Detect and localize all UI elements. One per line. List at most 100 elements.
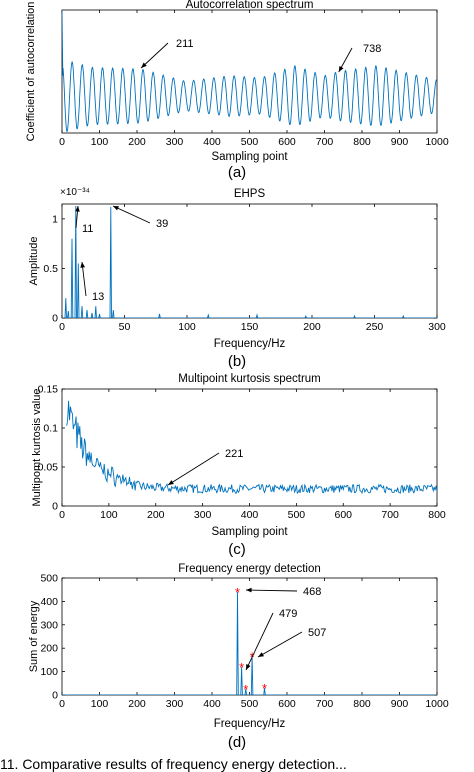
chart-panel-c: 0 100 200 300 400 500 600 700 80000.050.10.15Mul… (31, 373, 446, 538)
chart-panel-d: 0 100 200 300 400 500 600 700 800 900 1000 0 100 200 3… (28, 563, 449, 730)
annotation-arrow (245, 589, 298, 592)
x-tick-label: 600 (278, 698, 296, 710)
annotation-label: 211 (176, 38, 194, 50)
annotation-label: 13 (92, 291, 104, 303)
annotation-arrow (257, 631, 303, 658)
annotation-arrowhead (75, 206, 80, 212)
x-tick-label: 300 (166, 698, 184, 710)
annotation-label: 738 (363, 43, 381, 55)
x-axis-label: Frequency/Hz (214, 338, 286, 350)
x-tick-label: 400 (241, 509, 259, 521)
x-axis-label: Sampling point (211, 151, 288, 163)
x-tick-label: 100 (178, 321, 196, 333)
annotation-arrowhead (113, 206, 119, 211)
x-tick-label: 100 (91, 698, 109, 710)
series-line (66, 400, 437, 495)
annotation-label: 468 (303, 586, 321, 598)
x-tick-label: 400 (203, 698, 221, 710)
y-axis-label: Amplitude (28, 237, 40, 286)
x-axis-label: Frequency/Hz (214, 718, 286, 730)
y-tick-label: 0.1 (43, 423, 58, 435)
caption-b: (b) (227, 353, 247, 370)
x-tick-label: 250 (366, 321, 384, 333)
x-tick-label: 300 (194, 509, 212, 521)
annotation-arrow (245, 612, 274, 671)
plot-frame (61, 388, 438, 507)
x-tick-label: 0 (59, 509, 65, 521)
annotation-label: 39 (156, 218, 168, 230)
y-tick-label: 100 (40, 666, 58, 678)
annotation-arrowhead (168, 480, 174, 485)
x-tick-label: 800 (353, 698, 371, 710)
y-tick-label: 0.5 (43, 263, 58, 275)
y-tick-label: 0.05 (38, 462, 59, 474)
x-tick-label: 0 (59, 698, 65, 710)
x-tick-label: 1000 (425, 698, 449, 710)
caption-c: (c) (228, 541, 246, 558)
series-line (62, 9, 437, 132)
annotation-arrow (167, 452, 220, 486)
y-axis-label: Coefficient of autocorrelation (25, 2, 37, 142)
chart-title: EHPS (234, 188, 266, 200)
x-tick-label: 900 (391, 698, 409, 710)
y-tick-label: 0.15 (38, 384, 59, 396)
annotation-arrowhead (338, 66, 344, 72)
series-line (62, 591, 437, 695)
y-tick-label: 500 (40, 573, 58, 585)
x-tick-label: 200 (147, 509, 165, 521)
x-tick-label: 200 (128, 136, 146, 148)
x-tick-label: 400 (203, 136, 221, 148)
annotation-label: 221 (225, 448, 243, 460)
chart-title: Autocorrelation spectrum (186, 0, 314, 11)
series-line (62, 205, 437, 318)
y-tick-label: 200 (40, 643, 58, 655)
x-tick-label: 0 (59, 136, 65, 148)
annotation-label: 479 (279, 608, 297, 620)
x-tick-label: 1000 (425, 136, 449, 148)
chart-panel-a: 0 100 200 300 400 500 600 700 800 900 1000 Autocorr… (25, 0, 449, 163)
y-tick-label: 300 (40, 619, 58, 631)
y-tick-label: 1 (52, 213, 58, 225)
y-tick-label: 0 (52, 501, 58, 513)
annotation-arrow (112, 205, 151, 224)
y-axis-label: Sum of energy (28, 600, 40, 672)
x-tick-label: 300 (166, 136, 184, 148)
annotation-arrowhead (258, 652, 264, 657)
peak-marker: * (235, 585, 240, 600)
chart-panel-b: 0 50 100 150 200 250 300 0 0.5 1 EHPS Frequency/Hz A… (28, 187, 446, 350)
x-tick-label: 0 (59, 321, 65, 333)
y-tick-label: 400 (40, 596, 58, 608)
x-tick-label: 700 (316, 698, 334, 710)
plot-frame (61, 203, 438, 319)
x-tick-label: 150 (241, 321, 259, 333)
y-tick-label: 0 (52, 313, 58, 325)
annotation-label: 507 (308, 627, 326, 639)
annotation-arrowhead (246, 587, 252, 593)
y-exponent-label: ×10⁻³⁴ (60, 187, 90, 198)
annotation-arrowhead (80, 262, 85, 268)
x-tick-label: 100 (100, 509, 118, 521)
x-tick-label: 700 (316, 136, 334, 148)
chart-title: Frequency energy detection (178, 563, 321, 575)
x-tick-label: 900 (391, 136, 409, 148)
caption-d: (d) (227, 734, 247, 751)
x-tick-label: 50 (119, 321, 131, 333)
caption-a: (a) (227, 164, 247, 181)
plot-frame (61, 577, 438, 696)
x-tick-label: 200 (128, 698, 146, 710)
x-tick-label: 300 (428, 321, 446, 333)
x-tick-label: 500 (288, 509, 306, 521)
x-tick-label: 200 (303, 321, 321, 333)
x-tick-label: 100 (91, 136, 109, 148)
x-tick-label: 700 (381, 509, 399, 521)
peak-marker: * (243, 682, 248, 697)
annotation-arrowhead (246, 664, 251, 670)
annotation-arrow (140, 42, 169, 69)
x-tick-label: 500 (241, 136, 259, 148)
peak-marker: * (262, 681, 267, 696)
figure-footer: 11. Comparative results of frequency ene… (0, 756, 347, 772)
x-tick-label: 600 (278, 136, 296, 148)
y-axis-label: Multipomt kurtosis value (31, 389, 43, 507)
peak-marker: * (239, 660, 244, 675)
